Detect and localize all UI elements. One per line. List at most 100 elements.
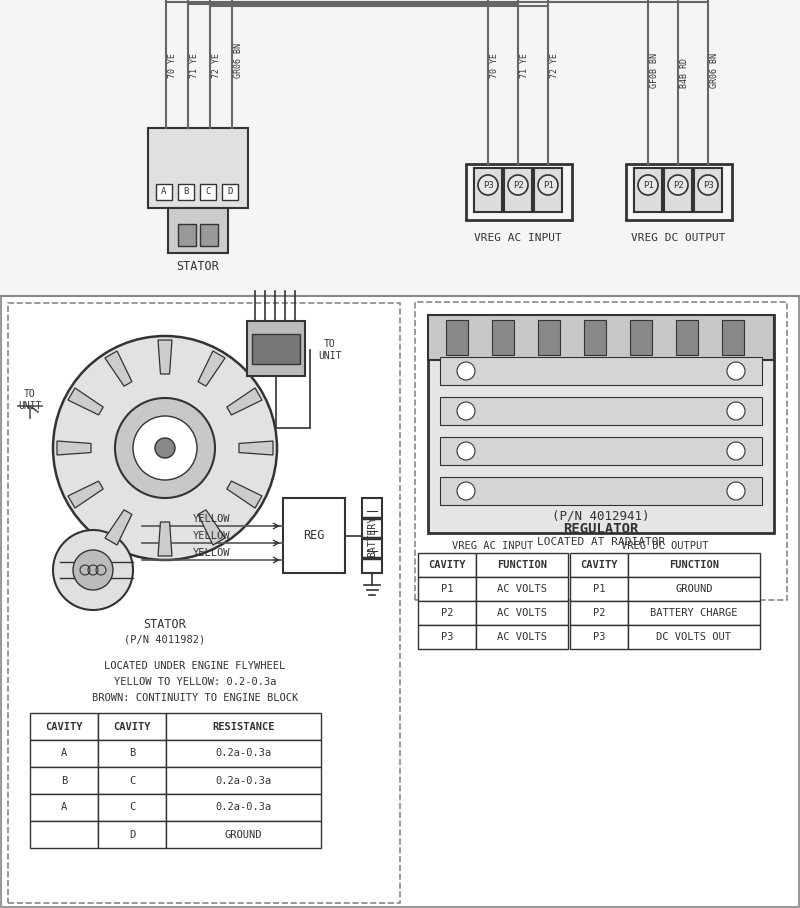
- Circle shape: [727, 362, 745, 380]
- Bar: [166, 821, 321, 848]
- Bar: [504, 168, 532, 212]
- Bar: [694, 168, 722, 212]
- Circle shape: [508, 175, 528, 195]
- Bar: [200, 224, 218, 246]
- Text: CAVITY: CAVITY: [114, 722, 150, 732]
- Text: BATTERY CHARGE: BATTERY CHARGE: [650, 608, 738, 618]
- Bar: [664, 168, 692, 212]
- Bar: [30, 794, 98, 821]
- Text: 70 YE: 70 YE: [168, 53, 177, 78]
- Polygon shape: [227, 388, 262, 415]
- Bar: [570, 553, 628, 577]
- Bar: [200, 184, 216, 200]
- Bar: [166, 740, 321, 767]
- Text: YELLOW: YELLOW: [194, 531, 230, 541]
- Polygon shape: [68, 388, 103, 415]
- Text: 70 YE: 70 YE: [490, 53, 499, 78]
- Text: P3: P3: [702, 181, 714, 190]
- Bar: [166, 794, 321, 821]
- Bar: [30, 821, 98, 848]
- Text: CAVITY: CAVITY: [46, 722, 82, 732]
- Text: C: C: [129, 803, 135, 813]
- Bar: [538, 320, 560, 355]
- Text: VREG DC OUTPUT: VREG DC OUTPUT: [630, 233, 726, 243]
- Bar: [178, 184, 194, 200]
- Text: GR06 BN: GR06 BN: [234, 43, 243, 78]
- Bar: [415, 302, 787, 600]
- Text: 0.2a-0.3a: 0.2a-0.3a: [215, 803, 272, 813]
- Circle shape: [478, 175, 498, 195]
- Text: REGULATOR: REGULATOR: [563, 522, 638, 536]
- Bar: [98, 767, 166, 794]
- Bar: [440, 357, 762, 385]
- Text: DC VOLTS OUT: DC VOLTS OUT: [657, 632, 731, 642]
- Text: P2: P2: [673, 181, 683, 190]
- Polygon shape: [68, 481, 103, 508]
- Bar: [98, 794, 166, 821]
- Text: GF0B BN: GF0B BN: [650, 53, 659, 88]
- Polygon shape: [158, 522, 172, 556]
- Text: CAVITY: CAVITY: [428, 560, 466, 570]
- Bar: [446, 320, 468, 355]
- Polygon shape: [198, 351, 225, 386]
- Text: STATOR: STATOR: [144, 618, 186, 631]
- Bar: [492, 320, 514, 355]
- Text: RESISTANCE: RESISTANCE: [212, 722, 274, 732]
- Text: AC VOLTS: AC VOLTS: [497, 608, 547, 618]
- Bar: [98, 713, 166, 740]
- Text: VREG DC OUTPUT: VREG DC OUTPUT: [622, 541, 709, 551]
- Text: (P/N 4012941): (P/N 4012941): [552, 509, 650, 522]
- Circle shape: [73, 550, 113, 590]
- Circle shape: [155, 438, 175, 458]
- Text: REG: REG: [303, 529, 325, 542]
- Bar: [474, 168, 502, 212]
- Bar: [570, 601, 628, 625]
- Circle shape: [53, 530, 133, 610]
- Bar: [156, 184, 172, 200]
- Circle shape: [53, 336, 277, 560]
- Bar: [30, 740, 98, 767]
- Bar: [628, 601, 760, 625]
- Polygon shape: [57, 441, 91, 455]
- Bar: [98, 740, 166, 767]
- Circle shape: [638, 175, 658, 195]
- Polygon shape: [105, 509, 132, 545]
- Text: A: A: [162, 187, 166, 196]
- Text: P2: P2: [593, 608, 606, 618]
- Text: 71 YE: 71 YE: [520, 53, 529, 78]
- Text: D: D: [227, 187, 233, 196]
- Text: P1: P1: [593, 584, 606, 594]
- Text: GR06 BN: GR06 BN: [710, 53, 719, 88]
- Bar: [168, 208, 228, 253]
- Text: BROWN: CONTINUITY TO ENGINE BLOCK: BROWN: CONTINUITY TO ENGINE BLOCK: [92, 693, 298, 703]
- Bar: [476, 577, 568, 601]
- Bar: [476, 553, 568, 577]
- Circle shape: [115, 398, 215, 498]
- Text: C: C: [129, 775, 135, 785]
- Text: P2: P2: [513, 181, 523, 190]
- Polygon shape: [239, 441, 273, 455]
- Bar: [628, 577, 760, 601]
- Bar: [166, 767, 321, 794]
- Bar: [676, 320, 698, 355]
- Circle shape: [457, 482, 475, 500]
- Bar: [166, 713, 321, 740]
- Text: D: D: [129, 830, 135, 840]
- Bar: [428, 315, 774, 533]
- Bar: [148, 128, 248, 208]
- Bar: [630, 320, 652, 355]
- Bar: [570, 625, 628, 649]
- Bar: [476, 601, 568, 625]
- Bar: [283, 498, 345, 573]
- Circle shape: [457, 402, 475, 420]
- Bar: [440, 477, 762, 505]
- Bar: [418, 601, 476, 625]
- Text: GROUND: GROUND: [225, 830, 262, 840]
- Bar: [8, 303, 400, 903]
- Text: CAVITY: CAVITY: [580, 560, 618, 570]
- Bar: [247, 321, 305, 376]
- Text: P2: P2: [441, 608, 454, 618]
- Text: B: B: [61, 775, 67, 785]
- Text: P1: P1: [441, 584, 454, 594]
- Bar: [178, 224, 196, 246]
